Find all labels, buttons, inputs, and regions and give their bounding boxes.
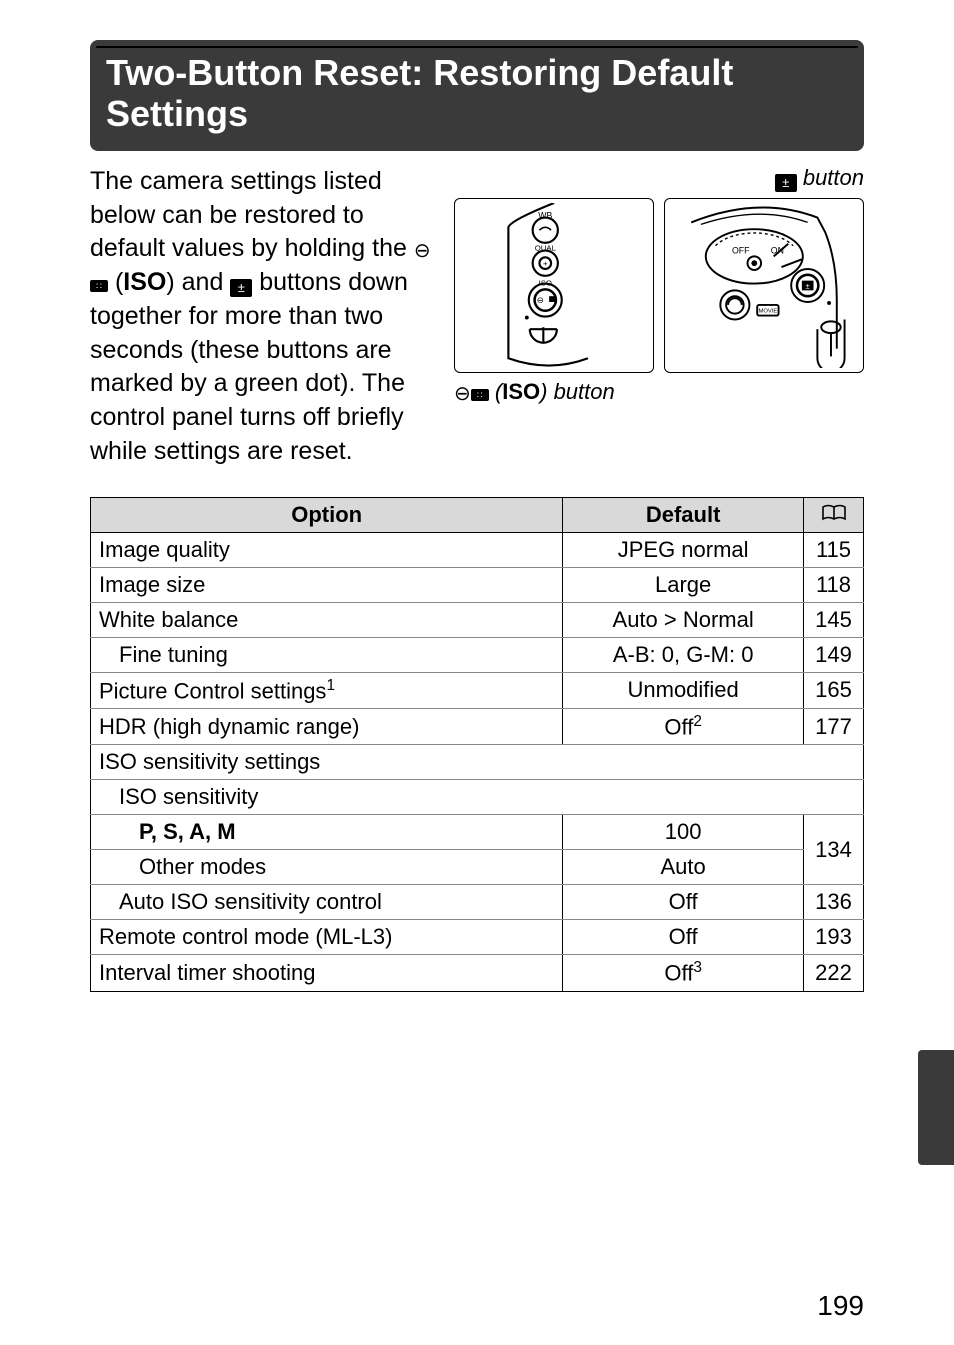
def-cell: Off [563,885,804,920]
def-cell: Large [563,567,804,602]
figure-right: OFF ON ± [664,198,864,373]
table-header-row: Option Default [91,497,864,532]
pg-cell: 165 [804,672,864,708]
zoom-out-icon: ⊖ [454,383,471,405]
def-cell: 100 [563,815,804,850]
def-cell: JPEG normal [563,532,804,567]
svg-text:MOVIE: MOVIE [759,308,778,314]
settings-table: Option Default Image quality JPEG normal… [90,497,864,992]
def-cell: Off3 [563,955,804,991]
section-title: Two-Button Reset: Restoring Default Sett… [106,52,848,135]
opt-cell: HDR (high dynamic range) [91,708,563,744]
table-row: Other modes Auto [91,850,864,885]
figure-column: ± button WB QUAL + [454,165,864,469]
def-cell: Auto > Normal [563,602,804,637]
opt-cell: Picture Control settings1 [91,672,563,708]
intro-part1: The camera settings listed below can be … [90,167,414,263]
figure-row: WB QUAL + ISO ⊖ [454,198,864,373]
pg-cell: 134 [804,815,864,885]
opt-cell: ISO sensitivity [91,780,864,815]
table-row: Interval timer shooting Off3 222 [91,955,864,991]
opt-cell: Other modes [91,850,563,885]
exposure-comp-icon: ± [230,279,252,297]
opt-cell: ISO sensitivity settings [91,745,864,780]
opt-cell: Image size [91,567,563,602]
figure-top-suffix: button [797,165,864,190]
def-sup: 2 [693,713,702,730]
zoom-out-icon: ⊖ [414,240,431,262]
opt-cell: Auto ISO sensitivity control [91,885,563,920]
camera-left-diagram-icon: WB QUAL + ISO ⊖ [459,203,649,368]
fig-bottom-prefix: ( [489,379,502,404]
camera-right-diagram-icon: OFF ON ± [669,203,859,368]
svg-text:OFF: OFF [732,245,749,255]
def-text: Off [664,961,693,986]
pg-cell: 149 [804,637,864,672]
def-cell: Off2 [563,708,804,744]
fig-bottom-suffix: ) button [540,379,615,404]
pg-cell: 118 [804,567,864,602]
intro-row: The camera settings listed below can be … [90,165,864,469]
figure-bottom-label: ⊖∷ (ISO) button [454,379,864,406]
pg-cell: 222 [804,955,864,991]
opt-cell: Fine tuning [91,637,563,672]
table-row: Auto ISO sensitivity control Off 136 [91,885,864,920]
intro-after: buttons down together for more than two … [90,268,408,465]
pg-cell: 115 [804,532,864,567]
table-row: HDR (high dynamic range) Off2 177 [91,708,864,744]
iso-label: ISO [123,268,166,296]
pg-cell: 145 [804,602,864,637]
svg-text:+: + [543,259,548,268]
section-header: Two-Button Reset: Restoring Default Sett… [90,40,864,151]
pg-cell: 177 [804,708,864,744]
col-page [804,497,864,532]
fig-bottom-iso: ISO [502,379,540,404]
svg-text:WB: WB [538,210,552,220]
pg-cell: 136 [804,885,864,920]
opt-cell: White balance [91,602,563,637]
table-row: Picture Control settings1 Unmodified 165 [91,672,864,708]
opt-cell: P, S, A, M [91,815,563,850]
table-row: Remote control mode (ML-L3) Off 193 [91,920,864,955]
opt-cell: Remote control mode (ML-L3) [91,920,563,955]
table-row: Image size Large 118 [91,567,864,602]
table-row: Fine tuning A-B: 0, G-M: 0 149 [91,637,864,672]
table-row: P, S, A, M 100 134 [91,815,864,850]
table-section-row: ISO sensitivity [91,780,864,815]
def-text: Off [664,714,693,739]
intro-text: The camera settings listed below can be … [90,165,434,469]
col-option: Option [91,497,563,532]
pg-cell: 193 [804,920,864,955]
thumbnail-icon: ∷ [90,280,108,292]
opt-bold: P, S, A, M [139,819,236,844]
svg-text:⊖: ⊖ [537,295,544,305]
table-row: Image quality JPEG normal 115 [91,532,864,567]
exposure-comp-icon: ± [775,174,797,192]
page-number: 199 [817,1290,864,1322]
col-default: Default [563,497,804,532]
def-sup: 3 [693,959,702,976]
svg-text:QUAL: QUAL [535,243,557,252]
thumbnail-icon: ∷ [471,389,489,401]
book-icon [821,504,847,522]
def-cell: A-B: 0, G-M: 0 [563,637,804,672]
side-tab [918,1050,954,1165]
opt-cell: Image quality [91,532,563,567]
opt-sup: 1 [326,677,335,694]
svg-text:±: ± [806,281,811,290]
def-cell: Off [563,920,804,955]
intro-mid: ) and [166,268,230,296]
figure-left: WB QUAL + ISO ⊖ [454,198,654,373]
table-row: White balance Auto > Normal 145 [91,602,864,637]
svg-text:ISO: ISO [539,278,552,287]
opt-text: Picture Control settings [99,678,326,703]
table-section-row: ISO sensitivity settings [91,745,864,780]
opt-cell: Interval timer shooting [91,955,563,991]
figure-top-label: ± button [454,165,864,192]
def-cell: Unmodified [563,672,804,708]
def-cell: Auto [563,850,804,885]
